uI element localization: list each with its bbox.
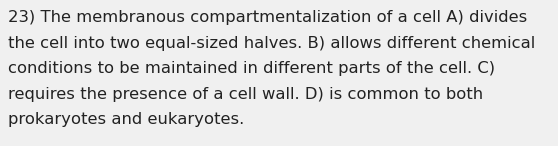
Text: conditions to be maintained in different parts of the cell. C): conditions to be maintained in different… [8, 61, 495, 76]
Text: requires the presence of a cell wall. D) is common to both: requires the presence of a cell wall. D)… [8, 87, 483, 102]
Text: 23) The membranous compartmentalization of a cell A) divides: 23) The membranous compartmentalization … [8, 10, 527, 25]
Text: the cell into two equal-sized halves. B) allows different chemical: the cell into two equal-sized halves. B)… [8, 36, 535, 51]
Text: prokaryotes and eukaryotes.: prokaryotes and eukaryotes. [8, 112, 244, 127]
